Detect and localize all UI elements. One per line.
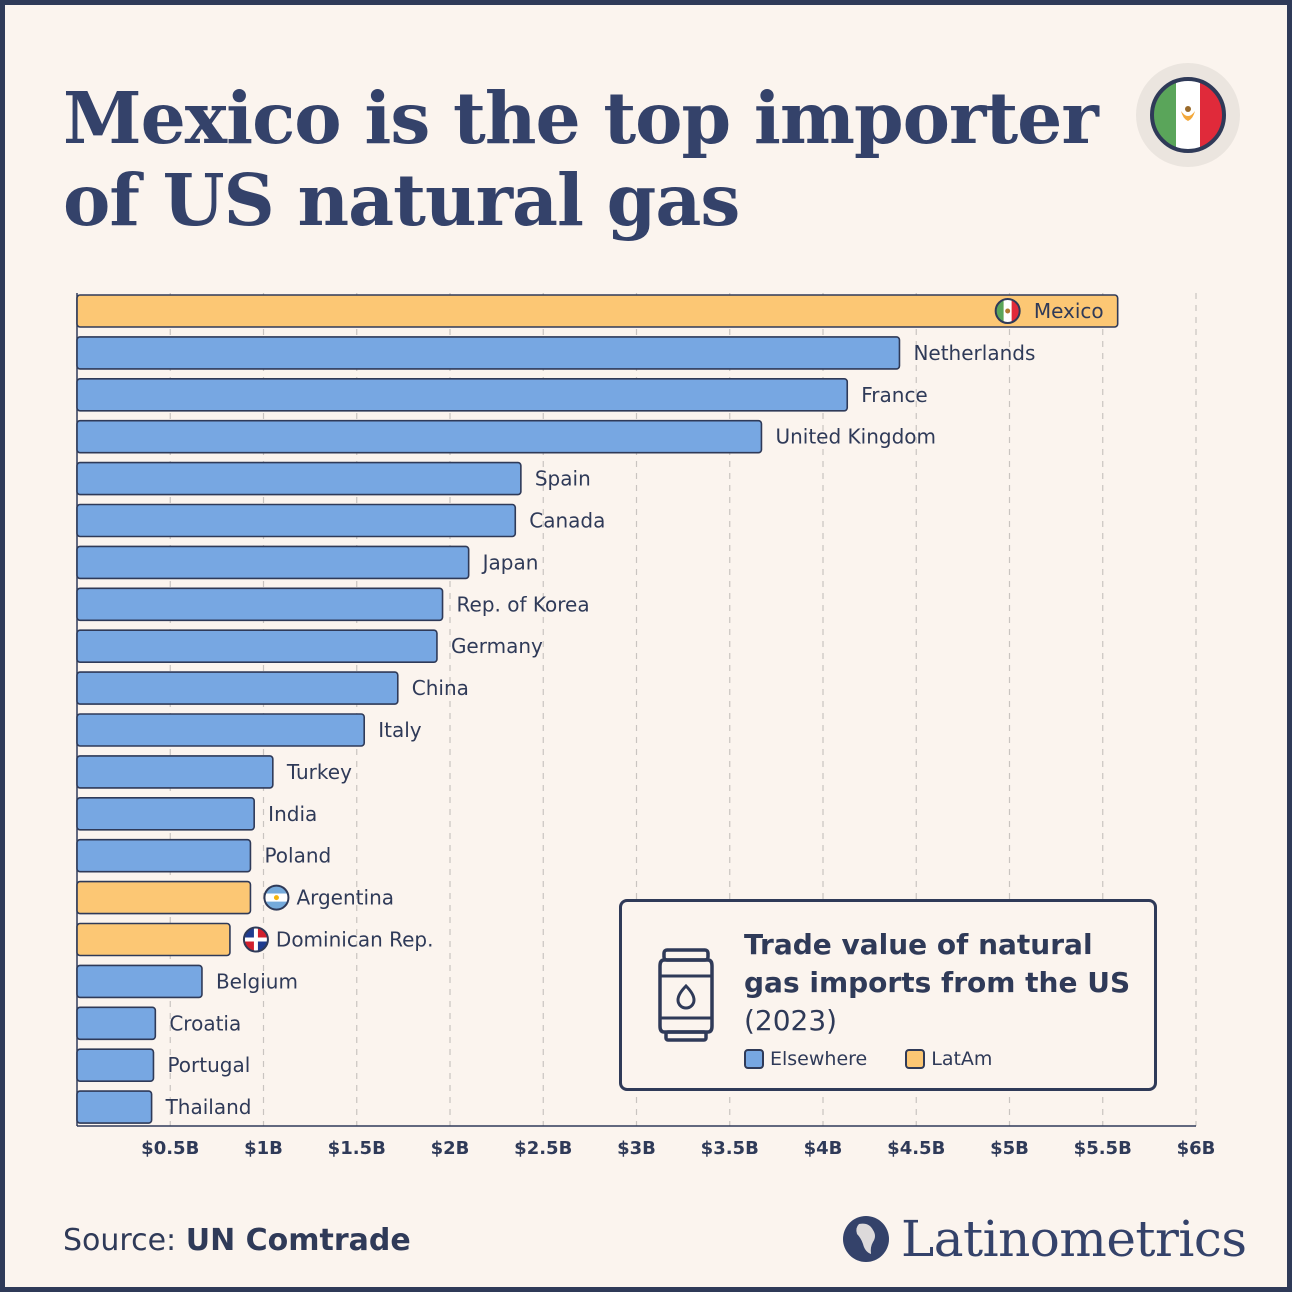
brand-logo: Latinometrics <box>841 1209 1247 1269</box>
x-tick-label: $2.5B <box>514 1138 572 1159</box>
legend-swatch-elsewhere <box>744 1049 764 1069</box>
brand-name: Latinometrics <box>901 1210 1247 1268</box>
mexico-flag-badge <box>1136 63 1240 167</box>
bar-united-kingdom <box>76 419 763 454</box>
bar-rep-of-korea <box>76 587 444 622</box>
x-tick-label: $1B <box>244 1138 283 1159</box>
bar-label: Dominican Rep. <box>276 928 434 952</box>
x-tick-label: $0.5B <box>141 1138 199 1159</box>
bar-india <box>76 796 255 831</box>
bar-argentina <box>76 880 252 915</box>
bar-chart: $0.5B $1B $1.5B $2B $2.5B $3B $3.5B $4B $4.5B $5B… <box>76 293 1216 1159</box>
bar-netherlands <box>76 336 901 370</box>
x-tick-label: $5B <box>990 1138 1029 1159</box>
bar-china <box>76 671 399 705</box>
bar-label: Mexico <box>1034 299 1104 323</box>
bar-label: Rep. of Korea <box>457 592 590 616</box>
bar-label: China <box>412 676 469 700</box>
gas-canister-icon <box>658 948 714 1042</box>
bar-label: Netherlands <box>913 341 1035 365</box>
bar-label: Poland <box>264 844 331 868</box>
bar-label: Canada <box>529 509 605 533</box>
chart-title: Mexico is the top importer of US natural… <box>63 76 1099 242</box>
legend-title-main: Trade value of natural gas imports from … <box>744 928 1131 999</box>
bar-label: Italy <box>378 718 422 742</box>
x-tick-label: $1.5B <box>328 1138 386 1159</box>
argentina-flag-icon <box>263 884 290 911</box>
legend-swatch-latam <box>905 1049 926 1069</box>
mexico-flag-icon <box>994 298 1021 324</box>
bar-thailand <box>76 1090 153 1124</box>
dominican-flag-icon <box>242 926 269 953</box>
legend-item-elsewhere: Elsewhere <box>744 1048 867 1070</box>
bar-canada <box>76 503 517 538</box>
bar-label: Spain <box>535 467 591 491</box>
bar-germany <box>76 629 438 664</box>
legend-label-latam: LatAm <box>931 1048 993 1070</box>
bar-italy <box>76 713 366 747</box>
bar-label: Thailand <box>165 1095 252 1119</box>
source-note: Source: UN Comtrade <box>63 1223 411 1258</box>
bar-label: Argentina <box>296 886 394 910</box>
bar-spain <box>76 461 522 496</box>
bar-label: India <box>268 802 317 826</box>
bar-portugal <box>76 1048 155 1082</box>
legend-title-year: (2023) <box>744 1004 838 1037</box>
bar-label: Turkey <box>286 760 352 784</box>
legend-label-elsewhere: Elsewhere <box>770 1048 868 1070</box>
legend-title: Trade value of natural gas imports from … <box>744 926 1144 1040</box>
mexico-flag-icon <box>1150 77 1226 153</box>
bar-label: United Kingdom <box>775 425 936 449</box>
bar-mexico <box>76 294 1119 328</box>
x-tick-label: $2B <box>431 1138 470 1159</box>
bar-dominican-rep- <box>76 922 231 957</box>
bar-label: Germany <box>451 634 543 658</box>
legend-items: Elsewhere LatAm <box>744 1048 992 1070</box>
source-name: UN Comtrade <box>185 1223 411 1258</box>
bar-poland <box>76 838 252 873</box>
x-tick-label: $5.5B <box>1074 1138 1132 1159</box>
x-tick-label: $3.5B <box>701 1138 759 1159</box>
bar-croatia <box>76 1006 157 1041</box>
source-prefix: Source: <box>63 1223 177 1258</box>
bar-label: France <box>861 383 928 407</box>
legend-box: Trade value of natural gas imports from … <box>619 899 1157 1091</box>
bar-label: Belgium <box>216 969 298 993</box>
infographic-card: Mexico is the top importer of US natural… <box>5 5 1287 1287</box>
bar-label: Croatia <box>169 1011 241 1035</box>
x-tick-label: $3B <box>617 1138 656 1159</box>
bar-label: Japan <box>481 550 539 574</box>
latinometrics-logo-icon <box>843 1216 889 1262</box>
bar-belgium <box>76 964 203 999</box>
bar-label: Portugal <box>167 1053 250 1077</box>
legend-item-latam: LatAm <box>905 1048 992 1070</box>
x-tick-label: $6B <box>1177 1138 1216 1159</box>
bar-turkey <box>76 755 274 789</box>
bar-france <box>76 377 849 412</box>
x-tick-label: $4B <box>804 1138 843 1159</box>
x-tick-label: $4.5B <box>887 1138 945 1159</box>
bar-japan <box>76 545 470 580</box>
